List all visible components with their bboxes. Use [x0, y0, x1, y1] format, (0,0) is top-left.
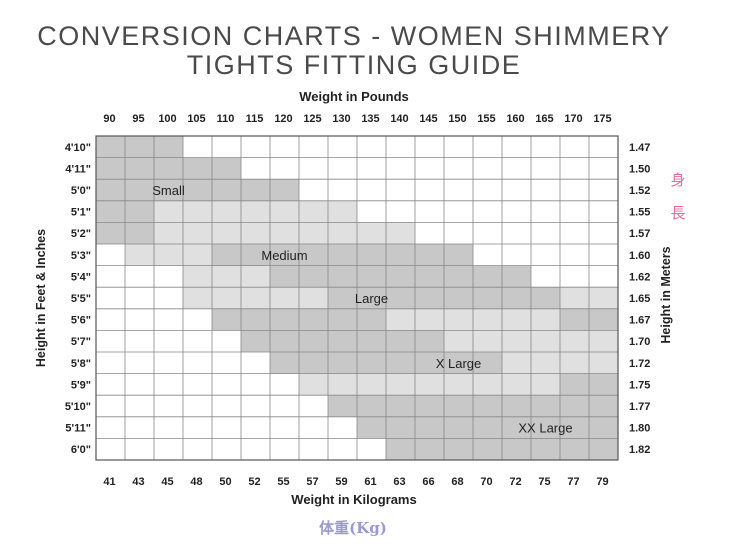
size-label: Large	[355, 291, 388, 306]
kilogram-tick-label: 66	[422, 476, 434, 488]
kilogram-tick-label: 41	[103, 476, 115, 488]
size-region-cell	[357, 416, 618, 439]
height-ft-tick-label: 5'5"	[71, 293, 91, 305]
height-m-tick-label: 1.57	[629, 228, 650, 240]
pound-tick-label: 160	[506, 113, 524, 125]
height-m-tick-label: 1.75	[629, 379, 650, 391]
height-ft-tick-label: 5'8"	[71, 358, 91, 370]
pound-tick-label: 120	[274, 113, 292, 125]
height-m-tick-label: 1.62	[629, 271, 650, 283]
kilogram-tick-label: 50	[219, 476, 231, 488]
pound-tick-label: 115	[246, 113, 264, 125]
pound-tick-label: 125	[303, 113, 321, 125]
height-ft-tick-label: 5'1"	[71, 207, 91, 219]
kilogram-tick-label: 52	[248, 476, 260, 488]
chart-title-line1: CONVERSION CHARTS - WOMEN SHIMMERY	[37, 21, 671, 51]
kilogram-tick-label: 61	[364, 476, 376, 488]
size-label: Medium	[261, 248, 307, 263]
kilogram-tick-label: 68	[451, 476, 463, 488]
height-ft-tick-label: 5'10"	[65, 401, 91, 413]
height-m-tick-label: 1.55	[629, 207, 650, 219]
height-m-tick-label: 1.47	[629, 142, 650, 154]
pound-tick-label: 155	[477, 113, 495, 125]
pound-tick-label: 175	[593, 113, 611, 125]
height-ft-tick-label: 5'2"	[71, 228, 91, 240]
height-ft-tick-label: 5'6"	[71, 315, 91, 327]
height-ft-tick-label: 5'9"	[71, 379, 91, 391]
height-annotation-cjk: 身	[670, 171, 685, 189]
height-m-tick-label: 1.82	[629, 444, 650, 456]
pound-tick-label: 140	[390, 113, 408, 125]
kilogram-tick-label: 72	[509, 476, 521, 488]
kilogram-tick-label: 75	[538, 476, 550, 488]
size-region-cell	[96, 157, 241, 180]
height-ft-tick-label: 5'0"	[71, 185, 91, 197]
kilogram-tick-label: 79	[596, 476, 608, 488]
pound-tick-label: 110	[217, 113, 235, 125]
kilogram-tick-label: 43	[132, 476, 144, 488]
kilogram-tick-label: 48	[190, 476, 202, 488]
grid-border	[95, 135, 619, 461]
pound-tick-label: 130	[332, 113, 350, 125]
kilogram-tick-label: 77	[567, 476, 579, 488]
height-ft-tick-label: 5'7"	[71, 336, 91, 348]
size-region-cell	[270, 352, 531, 374]
height-m-tick-label: 1.77	[629, 401, 650, 413]
bottom-axis-title: Weight in Kilograms	[291, 492, 416, 507]
size-region-cell	[328, 287, 589, 309]
height-annotation-cjk: 長	[670, 204, 685, 222]
height-m-tick-label: 1.52	[629, 185, 650, 197]
size-region-cell	[96, 136, 183, 158]
pound-tick-label: 95	[132, 113, 144, 125]
pound-tick-label: 90	[103, 113, 115, 125]
pound-tick-label: 170	[564, 113, 582, 125]
size-region-cell	[212, 244, 473, 266]
height-m-tick-label: 1.80	[629, 423, 650, 435]
height-ft-tick-label: 6'0"	[71, 444, 91, 456]
pound-tick-label: 100	[158, 113, 176, 125]
height-m-tick-label: 1.60	[629, 250, 650, 262]
height-m-tick-label: 1.65	[629, 293, 650, 305]
size-region-cell	[270, 265, 531, 288]
pound-tick-label: 135	[361, 113, 379, 125]
height-ft-tick-label: 5'4"	[71, 271, 91, 283]
size-region-cell	[386, 308, 589, 331]
size-label: XX Large	[518, 421, 572, 436]
pound-tick-label: 165	[535, 113, 553, 125]
pound-tick-label: 150	[448, 113, 466, 125]
pound-tick-label: 145	[419, 113, 437, 125]
kilogram-tick-label: 63	[393, 476, 405, 488]
size-label: Small	[152, 183, 185, 198]
size-region-cell	[154, 222, 415, 244]
chart-title-line2: TIGHTS FITTING GUIDE	[186, 50, 522, 80]
weight-annotation-cjk: 体重(Kg)	[319, 519, 387, 537]
height-ft-tick-label: 4'11"	[65, 163, 91, 175]
size-region-cell	[154, 200, 357, 223]
height-ft-tick-label: 5'11"	[65, 423, 91, 435]
height-ft-tick-label: 5'3"	[71, 250, 91, 262]
kilogram-tick-label: 59	[335, 476, 347, 488]
height-m-tick-label: 1.67	[629, 315, 650, 327]
size-label: X Large	[436, 356, 482, 371]
kilogram-tick-label: 55	[277, 476, 289, 488]
kilogram-tick-label: 45	[161, 476, 173, 488]
top-axis-title: Weight in Pounds	[299, 89, 409, 104]
size-region-cell	[96, 179, 299, 201]
height-m-tick-label: 1.72	[629, 358, 650, 370]
height-m-tick-label: 1.70	[629, 336, 650, 348]
height-ft-tick-label: 4'10"	[65, 142, 91, 154]
pound-tick-label: 105	[187, 113, 205, 125]
kilogram-tick-label: 57	[306, 476, 318, 488]
kilogram-tick-label: 70	[480, 476, 492, 488]
right-axis-title: Height in Meters	[659, 246, 673, 343]
size-region-cell	[212, 308, 415, 331]
height-m-tick-label: 1.50	[629, 163, 650, 175]
left-axis-title: Height in Feet & Inches	[34, 229, 48, 367]
